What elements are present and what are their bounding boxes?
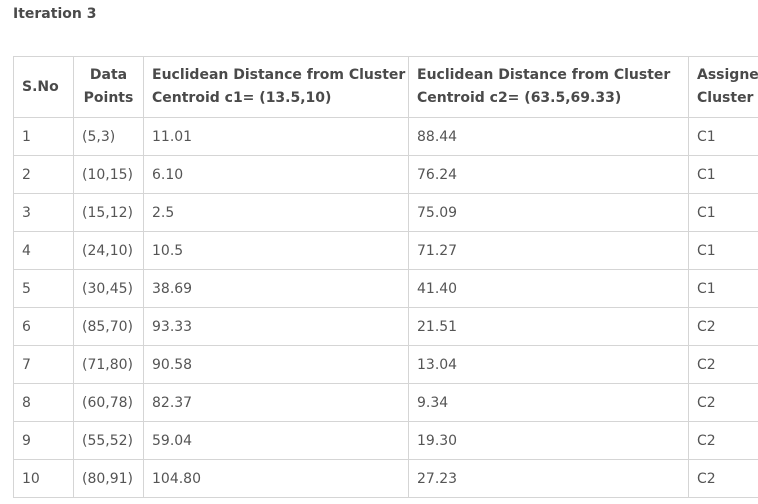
table-row: 4 (24,10) 10.5 71.27 C1	[13, 231, 758, 270]
cell-distance-c2: 76.24	[408, 155, 689, 194]
cell-distance-c1: 2.5	[143, 193, 409, 232]
cell-cluster: C2	[688, 383, 758, 422]
cell-data-point: (15,12)	[73, 193, 144, 232]
cell-distance-c2: 88.44	[408, 117, 689, 156]
cell-distance-c1: 38.69	[143, 269, 409, 308]
cell-distance-c2: 9.34	[408, 383, 689, 422]
cell-distance-c2: 27.23	[408, 459, 689, 498]
table-row: 5 (30,45) 38.69 41.40 C1	[13, 269, 758, 308]
cell-distance-c1: 10.5	[143, 231, 409, 270]
cell-cluster: C2	[688, 345, 758, 384]
cell-sno: 6	[13, 307, 74, 346]
cell-distance-c2: 41.40	[408, 269, 689, 308]
cell-distance-c1: 6.10	[143, 155, 409, 194]
cell-data-point: (30,45)	[73, 269, 144, 308]
table-row: 3 (15,12) 2.5 75.09 C1	[13, 193, 758, 232]
cell-sno: 1	[13, 117, 74, 156]
header-sno: S.No	[13, 56, 74, 118]
cell-cluster: C1	[688, 269, 758, 308]
cell-sno: 5	[13, 269, 74, 308]
cell-sno: 3	[13, 193, 74, 232]
table-row: 1 (5,3) 11.01 88.44 C1	[13, 117, 758, 156]
cell-data-point: (60,78)	[73, 383, 144, 422]
cell-sno: 4	[13, 231, 74, 270]
table-row: 6 (85,70) 93.33 21.51 C2	[13, 307, 758, 346]
cell-distance-c1: 11.01	[143, 117, 409, 156]
cell-distance-c2: 19.30	[408, 421, 689, 460]
cell-data-point: (5,3)	[73, 117, 144, 156]
cell-cluster: C1	[688, 231, 758, 270]
cell-distance-c2: 21.51	[408, 307, 689, 346]
cell-data-point: (85,70)	[73, 307, 144, 346]
cell-sno: 7	[13, 345, 74, 384]
cell-data-point: (71,80)	[73, 345, 144, 384]
cell-distance-c2: 71.27	[408, 231, 689, 270]
cell-distance-c1: 59.04	[143, 421, 409, 460]
header-distance-c2: Euclidean Distance from Cluster Centroid…	[408, 56, 689, 118]
page-title: Iteration 3	[13, 6, 97, 22]
cell-cluster: C1	[688, 193, 758, 232]
cell-distance-c2: 13.04	[408, 345, 689, 384]
cell-distance-c1: 93.33	[143, 307, 409, 346]
header-distance-c1: Euclidean Distance from Cluster Centroid…	[143, 56, 409, 118]
cell-data-point: (10,15)	[73, 155, 144, 194]
cell-cluster: C1	[688, 155, 758, 194]
table-row: 9 (55,52) 59.04 19.30 C2	[13, 421, 758, 460]
cell-data-point: (55,52)	[73, 421, 144, 460]
cell-sno: 10	[13, 459, 74, 498]
cell-distance-c2: 75.09	[408, 193, 689, 232]
table-header-row: S.No Data Points Euclidean Distance from…	[13, 56, 758, 118]
cell-cluster: C1	[688, 117, 758, 156]
header-assigned-cluster: Assigned Cluster	[688, 56, 758, 118]
table-row: 7 (71,80) 90.58 13.04 C2	[13, 345, 758, 384]
cell-cluster: C2	[688, 421, 758, 460]
cell-distance-c1: 82.37	[143, 383, 409, 422]
cell-data-point: (80,91)	[73, 459, 144, 498]
table-row: 2 (10,15) 6.10 76.24 C1	[13, 155, 758, 194]
cell-cluster: C2	[688, 307, 758, 346]
table-row: 10 (80,91) 104.80 27.23 C2	[13, 459, 758, 498]
cell-cluster: C2	[688, 459, 758, 498]
cell-sno: 9	[13, 421, 74, 460]
table-row: 8 (60,78) 82.37 9.34 C2	[13, 383, 758, 422]
cell-distance-c1: 104.80	[143, 459, 409, 498]
cell-data-point: (24,10)	[73, 231, 144, 270]
cell-sno: 2	[13, 155, 74, 194]
cell-distance-c1: 90.58	[143, 345, 409, 384]
iteration-table: S.No Data Points Euclidean Distance from…	[13, 56, 758, 498]
cell-sno: 8	[13, 383, 74, 422]
header-data-points: Data Points	[73, 56, 144, 118]
